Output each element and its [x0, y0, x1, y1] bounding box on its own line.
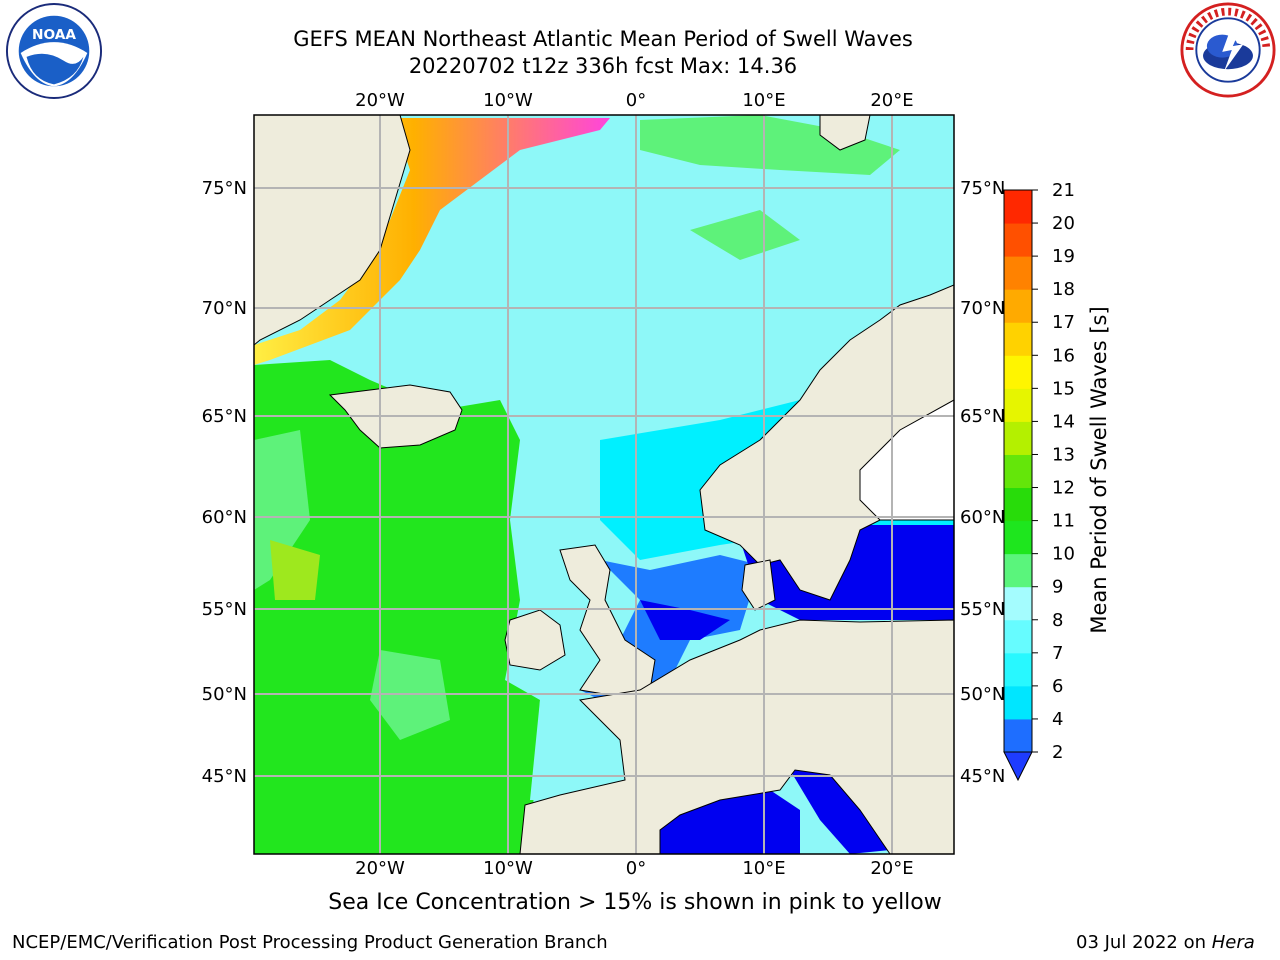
- footer-branch: NCEP/EMC/Verification Post Processing Pr…: [12, 932, 608, 953]
- colorbar-tick-label: 16: [1052, 345, 1075, 366]
- graticule: [254, 115, 954, 854]
- noaa-logo-text: NOAA: [32, 27, 76, 43]
- colorbar-tick-label: 12: [1052, 478, 1075, 499]
- lat-tick-left: 70°N: [202, 298, 247, 319]
- colorbar-segment: [1004, 190, 1032, 224]
- ocean-adriatic: [790, 770, 890, 854]
- lat-tick-right: 55°N: [960, 599, 1005, 620]
- footer-date: 03 Jul 2022 on Hera: [1076, 932, 1255, 953]
- colorbar-segment: [1004, 223, 1032, 257]
- colorbar-tick-label: 10: [1052, 544, 1075, 565]
- lon-tick-top: 0°: [626, 90, 646, 111]
- lon-tick-bottom: 10°W: [483, 858, 533, 879]
- land-ireland: [504, 609, 566, 671]
- lon-tick-top: 20°E: [870, 90, 913, 111]
- footer-date-text: 03 Jul 2022 on: [1076, 932, 1212, 953]
- ocean-green-patch: [690, 210, 800, 260]
- lat-tick-left: 60°N: [202, 507, 247, 528]
- colorbar-segment: [1004, 388, 1032, 422]
- lon-tick-top: 20°W: [355, 90, 405, 111]
- colorbar-segment: [1004, 685, 1032, 720]
- lon-tick-bottom: 10°E: [742, 858, 785, 879]
- lon-tick-bottom: 0°: [626, 858, 646, 879]
- colorbar-tick-label: 6: [1052, 676, 1063, 697]
- ocean-lightgreen-patch: [254, 430, 310, 590]
- colorbar-segment: [1004, 322, 1032, 356]
- colorbar-tick-label: 19: [1052, 246, 1075, 267]
- lat-tick-right: 45°N: [960, 766, 1005, 787]
- colorbar-tick-label: 20: [1052, 213, 1075, 234]
- lat-tick-left: 65°N: [202, 406, 247, 427]
- colorbar-tick-label: 8: [1052, 610, 1063, 631]
- colorbar-tick-label: 2: [1052, 742, 1063, 763]
- colorbar-segment: [1004, 289, 1032, 323]
- lat-tick-right: 70°N: [960, 298, 1005, 319]
- chart-subtitle: 20220702 t12z 336h fcst Max: 14.36: [408, 54, 798, 78]
- land-svalbard: [819, 115, 871, 151]
- colorbar-extend-arrow: [1003, 751, 1033, 782]
- colorbar-tick-label: 7: [1052, 643, 1063, 664]
- lat-tick-right: 65°N: [960, 406, 1005, 427]
- lon-tick-bottom: 20°W: [355, 858, 405, 879]
- colorbar-tick-label: 11: [1052, 511, 1075, 532]
- map-frame: [253, 114, 955, 855]
- colorbar-tick-label: 17: [1052, 312, 1075, 333]
- lon-tick-top: 10°W: [483, 90, 533, 111]
- lat-tick-left: 55°N: [202, 599, 247, 620]
- colorbar-label: Mean Period of Swell Waves [s]: [1087, 306, 1111, 633]
- colorbar-tick-label: 13: [1052, 444, 1075, 465]
- lat-tick-left: 50°N: [202, 684, 247, 705]
- colorbar-segment: [1004, 553, 1032, 588]
- lat-tick-right: 50°N: [960, 684, 1005, 705]
- colorbar-segment: [1004, 619, 1032, 654]
- colorbar-segment: [1004, 652, 1032, 687]
- map-panel: [254, 115, 954, 854]
- colorbar-segment: [1004, 520, 1032, 555]
- colorbar-segment: [1004, 421, 1032, 455]
- colorbar-tick-label: 15: [1052, 378, 1075, 399]
- lat-tick-right: 60°N: [960, 507, 1005, 528]
- colorbar-tick-label: 18: [1052, 279, 1075, 300]
- lat-tick-left: 75°N: [202, 178, 247, 199]
- colorbar-tick-label: 4: [1052, 709, 1063, 730]
- footer-host: Hera: [1211, 932, 1255, 953]
- colorbar-segment: [1004, 718, 1032, 753]
- noaa-logo: NOAA: [5, 2, 103, 100]
- colorbar-frame: [1003, 189, 1033, 753]
- ocean-green-atlantic: [254, 360, 540, 854]
- sea-ice-band: [254, 118, 610, 365]
- colorbar: 2 4 6 7 8 9 10 11 12 13 14 15 16 17 18 19 20 21: [1003, 180, 1075, 782]
- lon-tick-bottom: 20°E: [870, 858, 913, 879]
- land-finland-nodata: [859, 399, 954, 521]
- lat-tick-left: 45°N: [202, 766, 247, 787]
- colorbar-segment: [1004, 454, 1032, 489]
- colorbar-segment: [1004, 355, 1032, 389]
- colorbar-tick-label: 14: [1052, 411, 1075, 432]
- chart-title: GEFS MEAN Northeast Atlantic Mean Period…: [293, 27, 913, 51]
- colorbar-tick-label: 9: [1052, 577, 1063, 598]
- nws-logo: [1180, 2, 1276, 98]
- ocean-yellowgreen-patch: [270, 540, 320, 600]
- colorbar-tick-label: 21: [1052, 180, 1075, 201]
- lat-tick-right: 75°N: [960, 178, 1005, 199]
- colorbar-segment: [1004, 256, 1032, 290]
- land-continental-europe: [519, 619, 954, 854]
- colorbar-segment: [1004, 487, 1032, 522]
- sea-ice-caption: Sea Ice Concentration > 15% is shown in …: [328, 890, 942, 915]
- lon-tick-top: 10°E: [742, 90, 785, 111]
- colorbar-segment: [1004, 586, 1032, 621]
- land-greenland: [254, 115, 411, 346]
